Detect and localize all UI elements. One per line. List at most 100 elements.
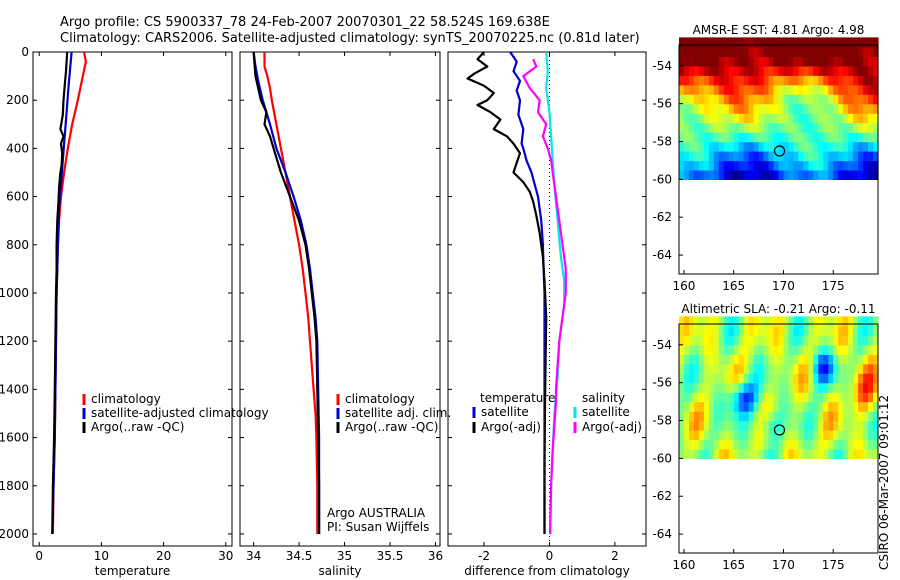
heatmap-cell — [793, 325, 799, 336]
heatmap-cell — [828, 392, 834, 403]
heatmap-cell — [853, 94, 859, 105]
x-tick-label: 20 — [156, 549, 171, 563]
heatmap-cell — [803, 84, 809, 95]
heatmap-cell — [838, 151, 844, 162]
heatmap-cell — [793, 448, 799, 459]
heatmap-cell — [743, 363, 750, 374]
heatmap-cell — [708, 448, 715, 459]
heatmap-cell — [763, 316, 770, 327]
heatmap-cell — [803, 325, 809, 336]
legend-entry: Argo(-adj) — [481, 420, 541, 434]
heatmap-cell — [684, 401, 690, 412]
heatmap-cell — [773, 325, 780, 336]
heatmap-cell — [718, 401, 725, 412]
heatmap-cell — [778, 94, 785, 105]
heatmap-cell — [733, 46, 740, 57]
heatmap-cell — [768, 56, 775, 67]
heatmap-cell — [753, 439, 760, 450]
heatmap-cell — [728, 344, 735, 355]
heatmap-cell — [803, 439, 809, 450]
heatmap-cell — [863, 75, 869, 86]
heatmap-cell — [778, 439, 785, 450]
heatmap-cell — [723, 37, 730, 48]
heatmap-cell — [868, 160, 874, 171]
heatmap-cell — [793, 65, 799, 76]
heatmap-cell — [733, 65, 740, 76]
heatmap-cell — [703, 344, 710, 355]
heatmap-cell — [758, 122, 765, 133]
heatmap-cell — [778, 84, 785, 95]
heatmap-cell — [773, 363, 780, 374]
heatmap-cell — [803, 94, 809, 105]
heatmap-cell — [728, 401, 735, 412]
heatmap-cell — [718, 448, 725, 459]
x-axis-label: salinity — [318, 564, 361, 578]
heatmap-cell — [733, 439, 740, 450]
heatmap-cell — [748, 430, 755, 441]
heatmap-cell — [698, 65, 705, 76]
heatmap-cell — [838, 169, 844, 180]
heatmap-cell — [838, 132, 844, 143]
heatmap-cell — [818, 401, 824, 412]
heatmap-cell — [748, 335, 755, 346]
heatmap-cell — [748, 65, 755, 76]
y-tick-label: 2000 — [0, 527, 29, 541]
heatmap-cell — [693, 344, 700, 355]
heatmap-cell — [853, 103, 859, 114]
heatmap-cell — [743, 65, 750, 76]
heatmap-cell — [679, 382, 685, 393]
heatmap-cell — [713, 448, 720, 459]
heatmap-cell — [823, 401, 829, 412]
heatmap-cell — [698, 94, 705, 105]
heatmap-cell — [773, 316, 780, 327]
y-tick-label: -64 — [652, 248, 672, 262]
y-tick-label: -54 — [652, 59, 672, 73]
heatmap-cell — [858, 392, 864, 403]
heatmap-cell — [698, 160, 705, 171]
heatmap-cell — [848, 132, 854, 143]
heatmap-cell — [818, 325, 824, 336]
heatmap-cell — [788, 420, 795, 431]
heatmap-cell — [868, 113, 874, 124]
heatmap-cell — [684, 325, 690, 336]
heatmap-cell — [783, 113, 790, 124]
heatmap-cell — [748, 401, 755, 412]
heatmap-cell — [758, 335, 765, 346]
heatmap-cell — [863, 94, 869, 105]
heatmap-cell — [703, 401, 710, 412]
heatmap-cell — [858, 448, 864, 459]
heatmap-cell — [728, 363, 735, 374]
heatmap-cell — [733, 122, 740, 133]
heatmap-cell — [773, 439, 780, 450]
heatmap-cell — [778, 56, 785, 67]
heatmap-cell — [778, 411, 785, 422]
heatmap-cell — [803, 401, 809, 412]
heatmap-cell — [808, 448, 814, 459]
heatmap-cell — [753, 354, 760, 365]
heatmap-cell — [718, 392, 725, 403]
heatmap-cell — [703, 103, 710, 114]
heatmap-cell — [813, 411, 819, 422]
heatmap-cell — [763, 56, 770, 67]
heatmap-cell — [718, 75, 725, 86]
salinity-profile-panel: 34 34.5 35 35.5 36 salinity climatologysatelli… — [239, 51, 451, 578]
heatmap-cell — [773, 84, 780, 95]
heatmap-cell — [778, 65, 785, 76]
heatmap-cell — [803, 392, 809, 403]
heatmap-cell — [828, 65, 834, 76]
heatmap-cell — [768, 84, 775, 95]
heatmap-cell — [728, 411, 735, 422]
heatmap-cell — [703, 141, 710, 152]
heatmap-cell — [728, 420, 735, 431]
heatmap-cell — [818, 344, 824, 355]
heatmap-cell — [843, 46, 849, 57]
heatmap-cell — [748, 354, 755, 365]
heatmap-cell — [703, 363, 710, 374]
heatmap-cell — [868, 344, 874, 355]
heatmap-cell — [813, 94, 819, 105]
heatmap-cell — [818, 335, 824, 346]
heatmap-cell — [818, 65, 824, 76]
heatmap-cell — [858, 363, 864, 374]
heatmap-cell — [848, 56, 854, 67]
heatmap-cell — [679, 363, 685, 374]
